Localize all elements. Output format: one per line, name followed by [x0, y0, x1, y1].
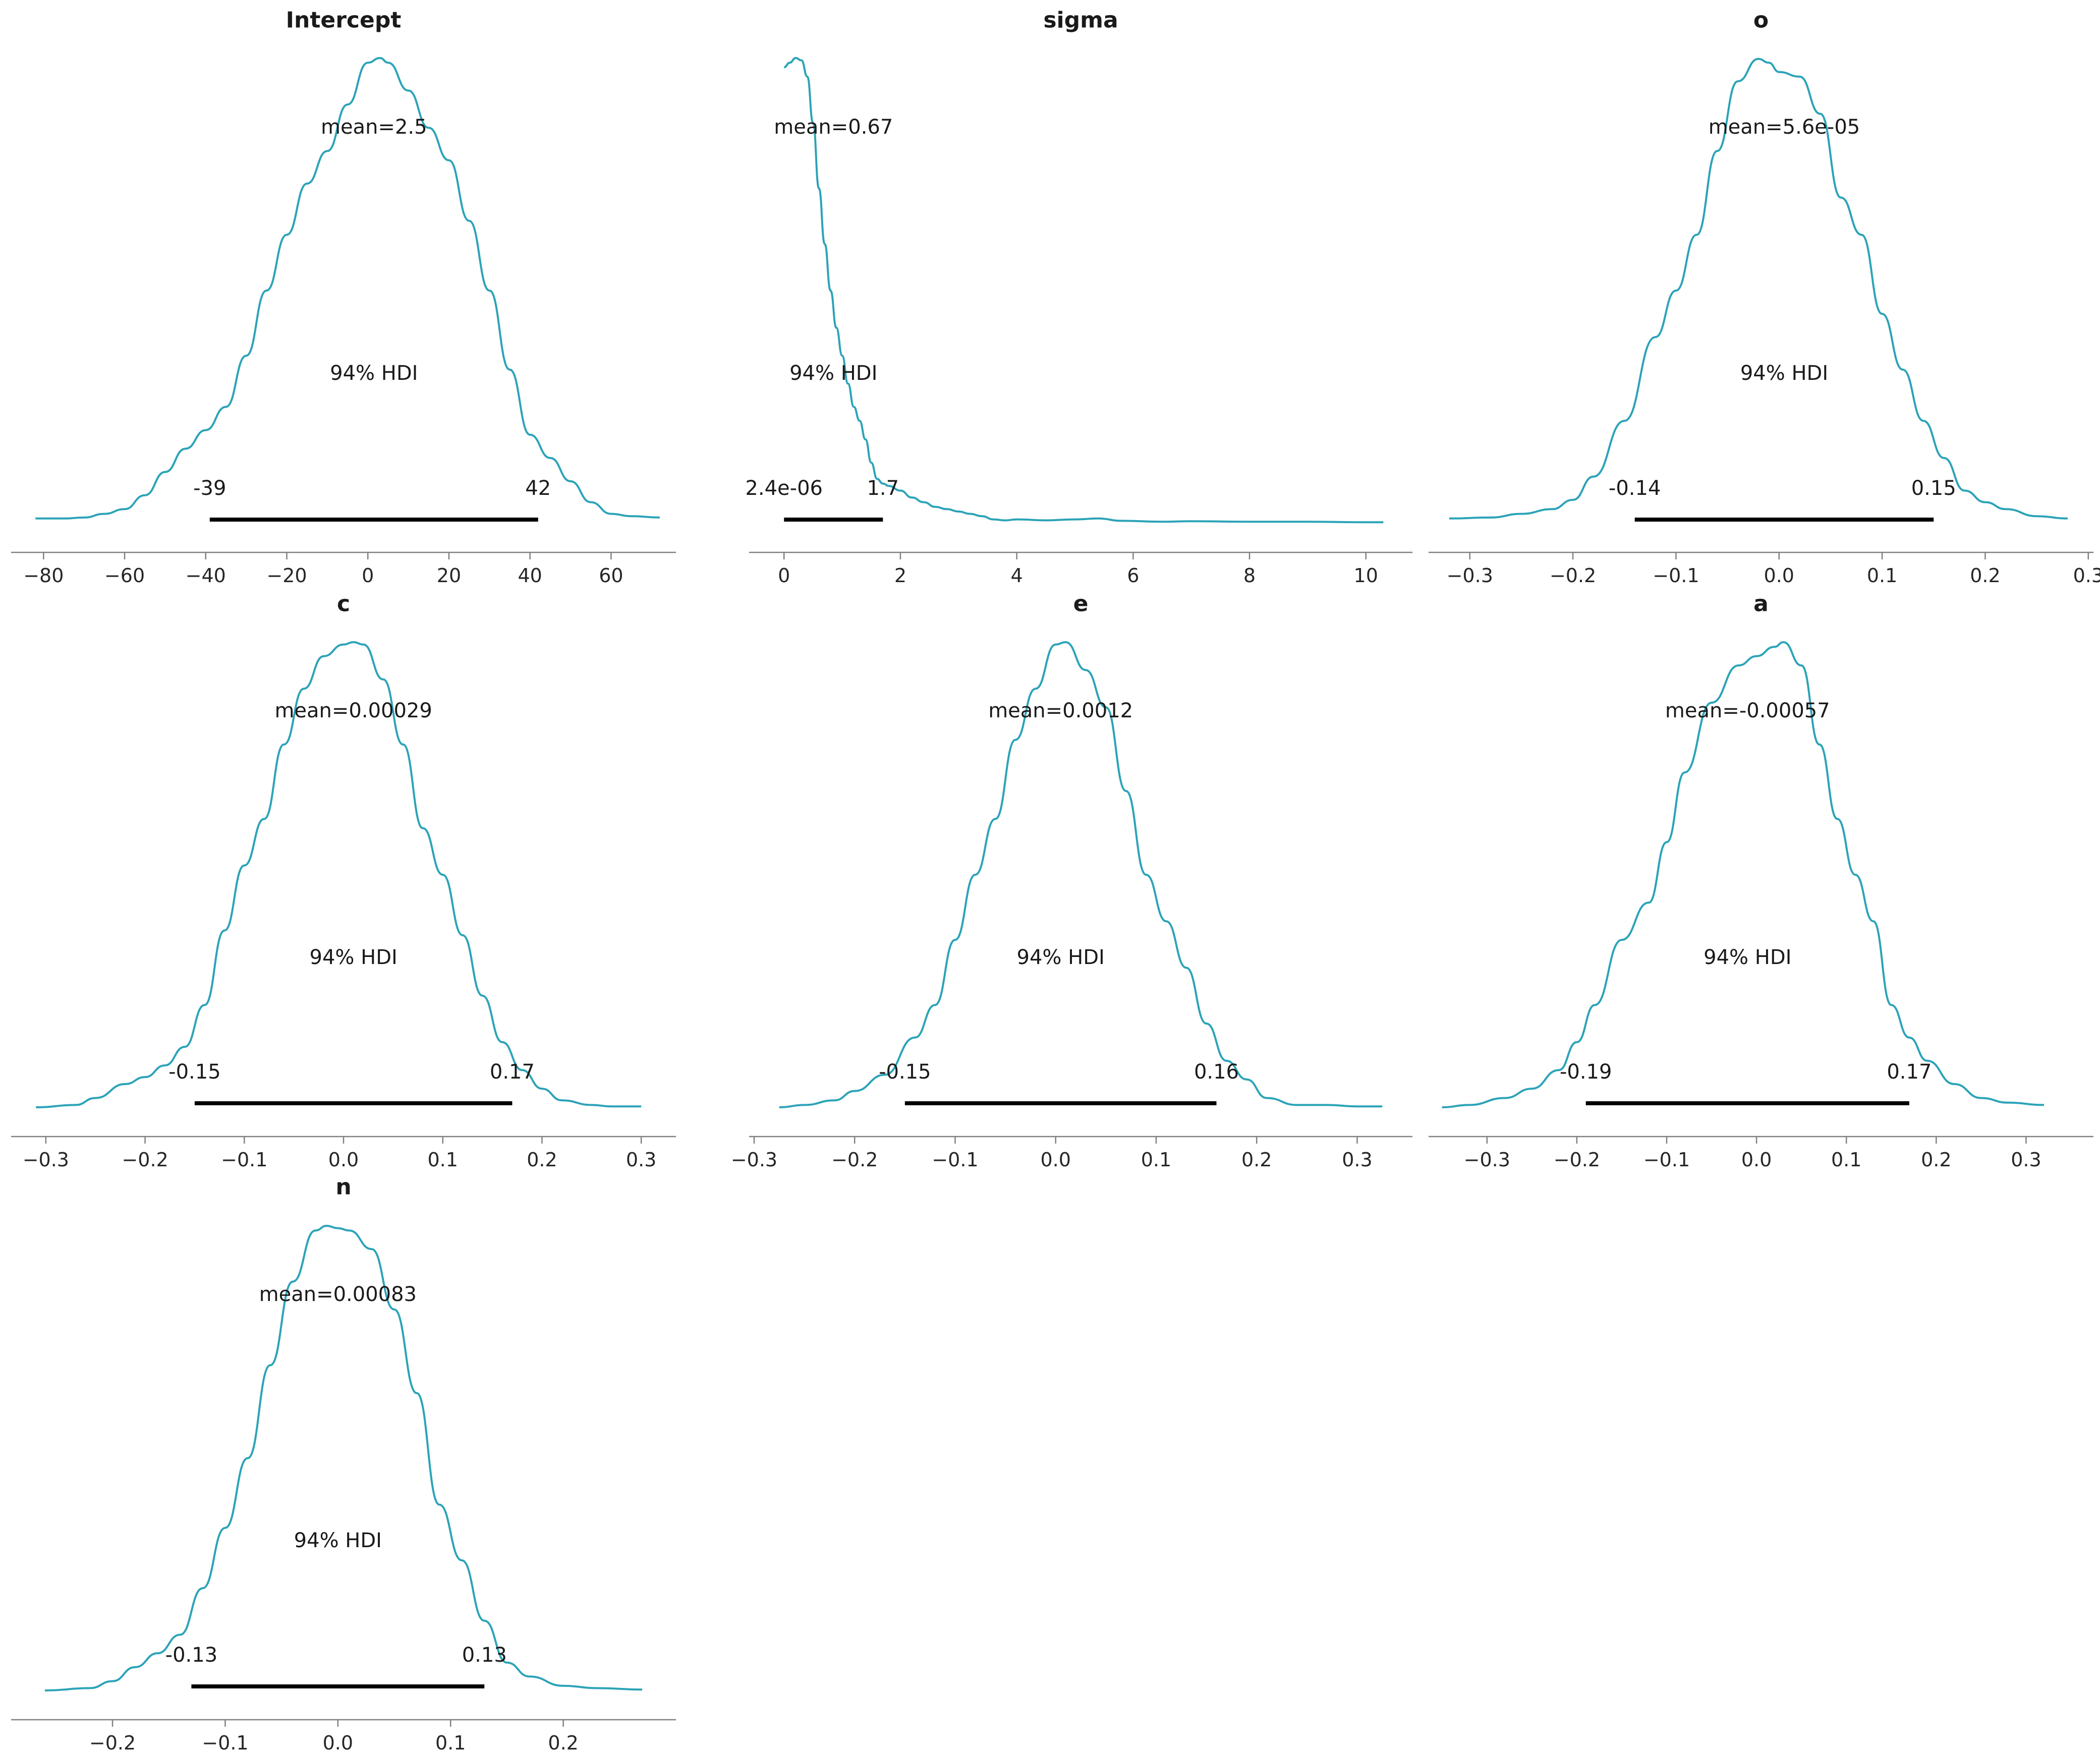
x-tick-label: −0.3 [1447, 564, 1493, 587]
x-tick-label: −0.3 [731, 1149, 777, 1171]
mean-label: mean=0.0012 [988, 699, 1133, 722]
hdi-high-label: 0.15 [1911, 477, 1956, 500]
x-tick-label: 8 [1243, 564, 1256, 587]
hdi-label: 94% HDI [294, 1529, 382, 1552]
density-curve [35, 57, 660, 520]
density-panel-c: c mean=0.00029 94% HDI -0.15 0.17 −0.3 −0.2 −0.… [11, 591, 676, 1171]
x-tick-label: −0.2 [1550, 564, 1596, 587]
density-panel-intercept: Intercept mean=2.5 94% HDI -39 42 −80 −60 −40 −2… [11, 8, 676, 587]
x-tick-label: 0.3 [626, 1149, 656, 1171]
x-tick-label: −0.3 [23, 1149, 69, 1171]
x-tick-label: −0.2 [89, 1732, 136, 1752]
hdi-label: 94% HDI [1704, 946, 1791, 969]
x-tick-label: 2 [894, 564, 906, 587]
hdi-high-label: 42 [525, 477, 551, 500]
hdi-low-label: -0.13 [165, 1644, 218, 1667]
x-tick-label: −0.3 [1464, 1149, 1510, 1171]
x-tick-label: 0 [362, 564, 374, 587]
density-panel-sigma: sigma mean=0.67 94% HDI 2.4e-06 1.7 0 2 4 6 8 10 [745, 8, 1412, 587]
density-curve [783, 57, 1384, 524]
x-tick-label: −0.1 [1643, 1149, 1690, 1171]
density-curve [1449, 58, 2068, 520]
x-tick-label: −0.1 [932, 1149, 978, 1171]
hdi-low-label: -0.14 [1609, 477, 1661, 500]
x-tick-label: 0.0 [323, 1732, 353, 1752]
x-tick-label: 60 [599, 564, 623, 587]
hdi-low-label: -0.19 [1560, 1060, 1612, 1084]
x-tick-label: 0.0 [328, 1149, 359, 1171]
x-tick-label: 0.2 [527, 1149, 557, 1171]
panel-title: Intercept [286, 8, 402, 33]
x-tick-label: 10 [1354, 564, 1378, 587]
x-tick-label: −80 [23, 564, 64, 587]
hdi-label: 94% HDI [330, 362, 418, 385]
panel-title: c [337, 591, 350, 617]
x-tick-label: −20 [266, 564, 307, 587]
density-curve [779, 641, 1383, 1108]
x-tick-label: 40 [518, 564, 542, 587]
x-tick-label: 0.1 [1141, 1149, 1171, 1171]
x-tick-label: −0.1 [202, 1732, 248, 1752]
x-tick-label: 0.3 [2011, 1149, 2041, 1171]
panel-title: sigma [1043, 8, 1118, 33]
x-tick-label: 0.1 [427, 1149, 458, 1171]
hdi-high-label: 1.7 [867, 477, 899, 500]
hdi-label: 94% HDI [310, 946, 398, 969]
x-tick-label: −0.1 [1653, 564, 1699, 587]
mean-label: mean=0.67 [774, 116, 893, 139]
x-tick-label: 0.2 [548, 1732, 578, 1752]
panel-title: o [1753, 8, 1769, 33]
panel-title: a [1753, 591, 1769, 617]
density-curve [1442, 641, 2045, 1108]
hdi-low-label: -39 [193, 477, 226, 500]
x-tick-label: −0.2 [122, 1149, 168, 1171]
x-tick-label: 0.1 [1831, 1149, 1861, 1171]
hdi-low-label: -0.15 [168, 1060, 221, 1084]
hdi-high-label: 0.16 [1194, 1060, 1239, 1084]
x-tick-label: 0.0 [1040, 1149, 1070, 1171]
hdi-label: 94% HDI [1740, 362, 1828, 385]
mean-label: mean=0.00083 [259, 1283, 417, 1306]
mean-label: mean=-0.00057 [1665, 699, 1830, 722]
x-tick-label: 0.2 [1921, 1149, 1951, 1171]
x-tick-label: −40 [186, 564, 226, 587]
hdi-high-label: 0.17 [1887, 1060, 1932, 1084]
density-curve [36, 641, 642, 1108]
x-tick-label: 0 [778, 564, 790, 587]
hdi-low-label: 2.4e-06 [745, 477, 823, 500]
hdi-low-label: -0.15 [879, 1060, 931, 1084]
density-panel-n: n mean=0.00083 94% HDI -0.13 0.13 −0.2 −0.1 0.0… [11, 1174, 676, 1752]
density-panel-o: o mean=5.6e-05 94% HDI -0.14 0.15 −0.3 −0.2 −0.… [1429, 8, 2100, 587]
panel-title: e [1073, 591, 1089, 617]
x-tick-label: 0.3 [1342, 1149, 1372, 1171]
mean-label: mean=0.00029 [274, 699, 432, 722]
x-tick-label: −60 [104, 564, 145, 587]
hdi-high-label: 0.13 [462, 1644, 507, 1667]
x-tick-label: −0.1 [221, 1149, 267, 1171]
x-tick-label: 6 [1127, 564, 1139, 587]
x-tick-label: 20 [437, 564, 461, 587]
x-tick-label: 0.1 [1867, 564, 1897, 587]
x-tick-label: 0.1 [435, 1732, 466, 1752]
x-tick-label: −0.2 [831, 1149, 878, 1171]
x-tick-label: 0.0 [1741, 1149, 1772, 1171]
hdi-label: 94% HDI [1017, 946, 1105, 969]
mean-label: mean=2.5 [321, 116, 427, 139]
panel-title: n [335, 1174, 351, 1200]
x-tick-label: 0.3 [2073, 564, 2100, 587]
hdi-high-label: 0.17 [490, 1060, 535, 1084]
x-tick-label: 0.2 [1970, 564, 2000, 587]
hdi-label: 94% HDI [789, 362, 877, 385]
mean-label: mean=5.6e-05 [1709, 116, 1860, 139]
x-tick-label: 0.2 [1241, 1149, 1272, 1171]
density-curve [44, 1225, 643, 1691]
x-tick-label: 4 [1011, 564, 1023, 587]
density-panel-a: a mean=-0.00057 94% HDI -0.19 0.17 −0.3 −0.2 −0… [1429, 591, 2093, 1171]
density-panel-e: e mean=0.0012 94% HDI -0.15 0.16 −0.3 −0.2 −0.1… [731, 591, 1412, 1171]
x-tick-label: −0.2 [1554, 1149, 1600, 1171]
x-tick-label: 0.0 [1764, 564, 1794, 587]
